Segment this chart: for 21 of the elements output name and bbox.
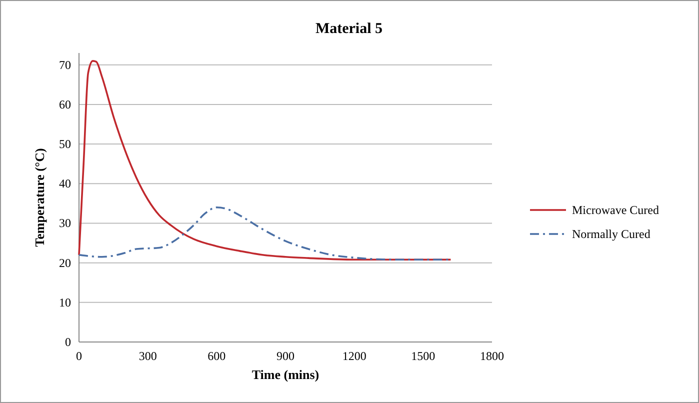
- y-tick-label: 30: [59, 216, 71, 230]
- y-axis-title: Temperature (°C): [32, 148, 47, 247]
- y-tick-label: 70: [59, 58, 71, 72]
- y-tick-label: 0: [65, 335, 71, 349]
- line-series: [78, 60, 452, 261]
- legend-label: Microwave Cured: [572, 203, 659, 217]
- x-tick-label: 1500: [411, 349, 436, 363]
- y-tick-label: 60: [59, 97, 71, 112]
- y-tick-label: 10: [59, 295, 71, 310]
- x-tick-label: 1800: [480, 349, 504, 363]
- x-tick-label: 600: [208, 349, 226, 363]
- x-tick-label: 0: [76, 349, 82, 363]
- x-tick-label: 1200: [342, 349, 366, 363]
- chart-title: Material 5: [315, 21, 383, 37]
- legend-label: Normally Cured: [572, 227, 650, 241]
- y-tick-label: 50: [59, 137, 71, 152]
- y-tick-label: 20: [59, 256, 71, 270]
- x-axis-title: Time (mins): [252, 367, 320, 382]
- x-tick-label: 900: [276, 349, 294, 363]
- y-tick-label: 40: [59, 176, 71, 191]
- x-tick-label: 300: [138, 349, 157, 363]
